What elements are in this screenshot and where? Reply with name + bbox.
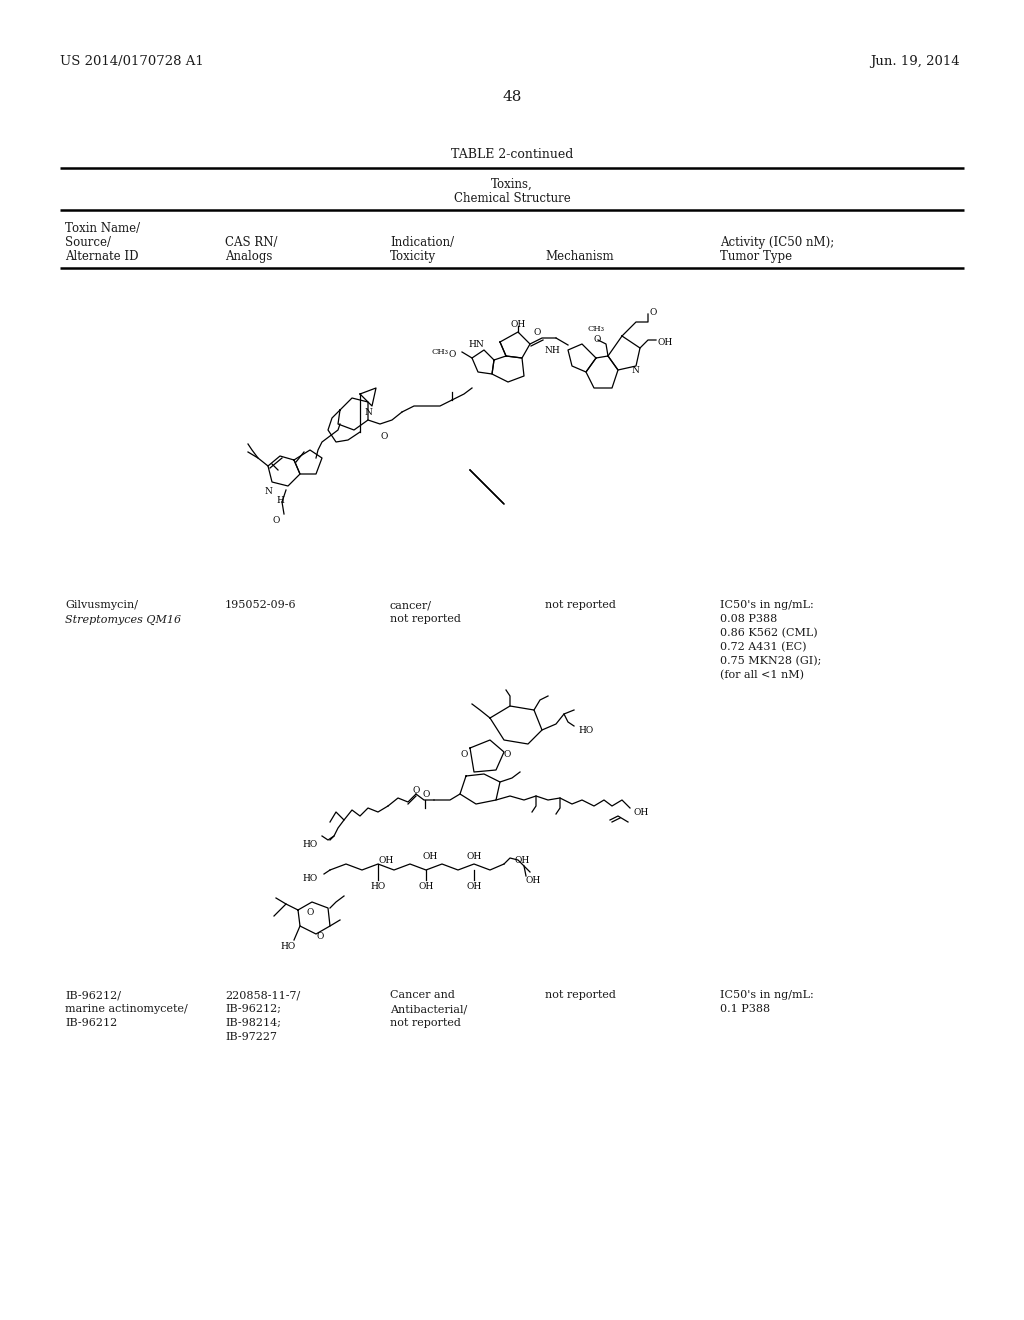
Text: Tumor Type: Tumor Type [720, 249, 793, 263]
Text: HO: HO [281, 942, 296, 950]
Text: 220858-11-7/: 220858-11-7/ [225, 990, 300, 1001]
Text: O: O [449, 350, 456, 359]
Text: O: O [380, 432, 388, 441]
Text: OH: OH [658, 338, 673, 347]
Text: CH₃: CH₃ [588, 325, 605, 333]
Text: IB-97227: IB-97227 [225, 1032, 278, 1041]
Text: OH: OH [466, 882, 481, 891]
Text: Gilvusmycin/: Gilvusmycin/ [65, 601, 138, 610]
Text: H: H [276, 496, 284, 506]
Text: HN: HN [468, 341, 484, 348]
Text: not reported: not reported [545, 990, 615, 1001]
Text: 0.86 K562 (CML): 0.86 K562 (CML) [720, 628, 817, 639]
Text: OH: OH [510, 319, 525, 329]
Text: Mechanism: Mechanism [545, 249, 613, 263]
Text: O: O [272, 516, 280, 525]
Text: Alternate ID: Alternate ID [65, 249, 138, 263]
Text: O: O [413, 785, 420, 795]
Text: IC50's in ng/mL:: IC50's in ng/mL: [720, 601, 814, 610]
Text: IB-98214;: IB-98214; [225, 1018, 281, 1028]
Text: IC50's in ng/mL:: IC50's in ng/mL: [720, 990, 814, 1001]
Text: not reported: not reported [390, 1018, 461, 1028]
Text: HO: HO [303, 874, 318, 883]
Text: O: O [306, 908, 313, 917]
Text: CAS RN/: CAS RN/ [225, 236, 278, 249]
Text: Cancer and: Cancer and [390, 990, 455, 1001]
Text: IB-96212/: IB-96212/ [65, 990, 121, 1001]
Text: OH: OH [634, 808, 649, 817]
Text: IB-96212: IB-96212 [65, 1018, 118, 1028]
Text: marine actinomycete/: marine actinomycete/ [65, 1005, 187, 1014]
Text: O: O [461, 750, 468, 759]
Text: OH: OH [379, 855, 393, 865]
Text: 0.08 P388: 0.08 P388 [720, 614, 777, 624]
Text: OH: OH [514, 855, 529, 865]
Text: 195052-09-6: 195052-09-6 [225, 601, 297, 610]
Text: N: N [631, 366, 639, 375]
Text: CH₃: CH₃ [431, 348, 449, 356]
Text: HO: HO [303, 840, 318, 849]
Text: HO: HO [578, 726, 593, 735]
Text: 0.1 P388: 0.1 P388 [720, 1005, 770, 1014]
Text: Analogs: Analogs [225, 249, 272, 263]
Text: Streptomyces QM16: Streptomyces QM16 [65, 615, 181, 626]
Text: Activity (IC50 nM);: Activity (IC50 nM); [720, 236, 835, 249]
Text: Chemical Structure: Chemical Structure [454, 191, 570, 205]
Text: cancer/: cancer/ [390, 601, 432, 610]
Text: Toxins,: Toxins, [492, 178, 532, 191]
Text: O: O [650, 308, 657, 317]
Text: US 2014/0170728 A1: US 2014/0170728 A1 [60, 55, 204, 69]
Text: N: N [365, 408, 372, 417]
Text: not reported: not reported [390, 614, 461, 624]
Text: Antibacterial/: Antibacterial/ [390, 1005, 467, 1014]
Text: OH: OH [466, 851, 481, 861]
Text: OH: OH [526, 876, 542, 884]
Text: O: O [534, 327, 541, 337]
Text: OH: OH [422, 851, 437, 861]
Text: HO: HO [371, 882, 386, 891]
Text: O: O [422, 789, 430, 799]
Text: IB-96212;: IB-96212; [225, 1005, 281, 1014]
Text: Source/: Source/ [65, 236, 111, 249]
Text: Jun. 19, 2014: Jun. 19, 2014 [870, 55, 959, 69]
Text: 0.75 MKN28 (GI);: 0.75 MKN28 (GI); [720, 656, 821, 667]
Text: (for all <1 nM): (for all <1 nM) [720, 671, 804, 680]
Text: not reported: not reported [545, 601, 615, 610]
Text: 48: 48 [503, 90, 521, 104]
Text: Toxin Name/: Toxin Name/ [65, 222, 140, 235]
Text: TABLE 2-continued: TABLE 2-continued [451, 148, 573, 161]
Text: Indication/: Indication/ [390, 236, 454, 249]
Text: 0.72 A431 (EC): 0.72 A431 (EC) [720, 642, 807, 652]
Text: Toxicity: Toxicity [390, 249, 436, 263]
Text: O: O [316, 932, 324, 941]
Text: O: O [594, 335, 601, 345]
Text: OH: OH [419, 882, 433, 891]
Text: N: N [264, 487, 272, 496]
Text: O: O [504, 750, 511, 759]
Text: NH: NH [544, 346, 560, 355]
